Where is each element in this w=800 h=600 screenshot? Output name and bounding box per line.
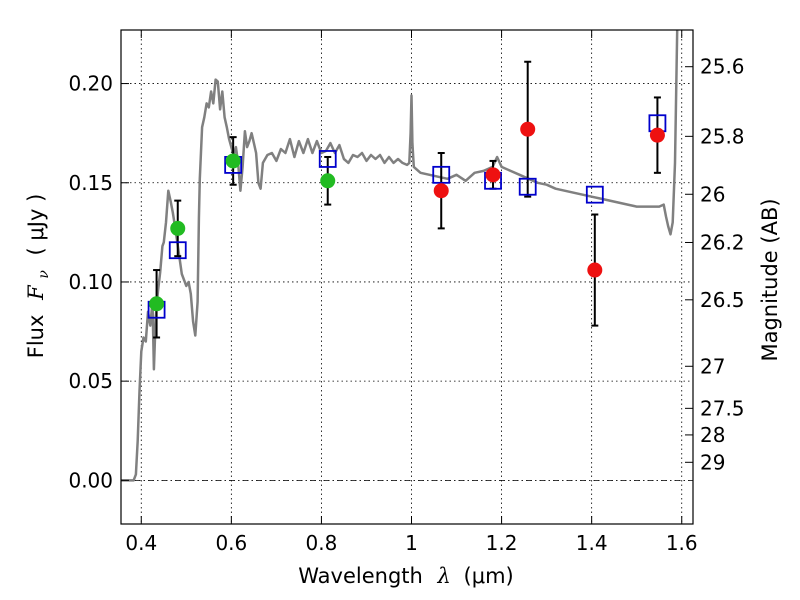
- x-tick-label: 0.4: [125, 531, 157, 555]
- axes-frame: [120, 29, 694, 525]
- optical-data-point: [170, 220, 186, 236]
- y2-tick-label: 28: [700, 423, 725, 447]
- optical-data-point: [320, 173, 336, 189]
- y2-tick-label: 26: [700, 182, 725, 206]
- y-tick-label: 0.15: [68, 171, 113, 195]
- infrared-data-point: [587, 262, 603, 278]
- y2-tick-label: 29: [700, 450, 725, 474]
- x-axis-label: Wavelength λ (μm): [298, 564, 513, 588]
- infrared-data-point: [649, 127, 665, 143]
- infrared-data-point: [485, 167, 501, 183]
- y2-tick-label: 27.5: [700, 396, 745, 420]
- y2-tick-label: 25.8: [700, 124, 745, 148]
- infrared-data-point: [520, 121, 536, 137]
- x-tick-label: 1.2: [486, 531, 518, 555]
- y2-tick-label: 26.5: [700, 288, 745, 312]
- model-photometry-square: [168, 241, 187, 260]
- x-axis-symbol: λ: [437, 564, 451, 588]
- model-photometry-square: [585, 185, 604, 204]
- y-tick-label: 0.05: [68, 369, 113, 393]
- y2-tick-label: 26.2: [700, 230, 745, 254]
- y2-tick-label: 25.6: [700, 55, 745, 79]
- y2-tick-label: 27: [700, 354, 725, 378]
- model-photometry-square: [318, 150, 337, 168]
- y-axis-label: Flux F ν ( μJy ): [24, 194, 53, 359]
- x-tick-label: 1: [405, 531, 418, 555]
- y-axis-label-text: Flux: [24, 315, 48, 359]
- y-axis-subscript: ν: [36, 270, 52, 279]
- infrared-data-point: [433, 183, 449, 199]
- plot-frame: [120, 29, 694, 525]
- y-axis-unit: ( μJy ): [24, 194, 48, 256]
- x-tick-label: 1.4: [576, 531, 608, 555]
- model-photometry-square: [518, 177, 537, 196]
- plot-area: [121, 30, 679, 482]
- y-tick-label: 0.10: [68, 270, 113, 294]
- x-tick-label: 0.6: [215, 531, 247, 555]
- y-axis-symbol: F: [24, 284, 48, 301]
- optical-data-point: [149, 296, 165, 312]
- x-axis-label-text: Wavelength: [298, 564, 423, 588]
- model-photometry-square: [432, 165, 451, 184]
- x-axis-unit: (μm): [464, 564, 514, 588]
- y-tick-label: 0.00: [68, 468, 113, 492]
- axis-ticks: 0.4 0.6 0.8 1 1.2 1.4 1.6 0.00 0.05 0.10 0.15 0.20 2…: [68, 30, 745, 555]
- x-tick-label: 0.8: [306, 531, 338, 555]
- right-axis-label: Magnitude (AB): [758, 198, 782, 361]
- x-tick-label: 1.6: [666, 531, 698, 555]
- y-tick-label: 0.20: [68, 72, 113, 96]
- optical-data-point: [225, 153, 241, 169]
